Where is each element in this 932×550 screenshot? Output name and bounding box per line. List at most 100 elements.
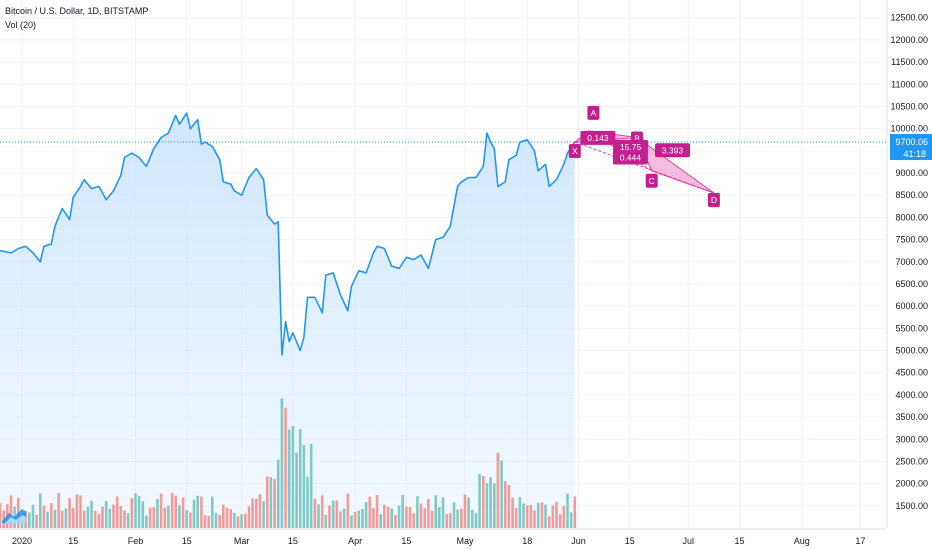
volume-bar [156, 498, 159, 528]
tradingview-logo-icon[interactable] [2, 507, 26, 523]
volume-bar [145, 515, 148, 528]
volume-bar [320, 495, 324, 528]
last-price-tag: 9700.06 41:18 [890, 133, 932, 160]
price-tag-countdown: 41:18 [903, 149, 926, 159]
x-tick-label: Apr [348, 536, 362, 546]
volume-bar [522, 503, 525, 528]
volume-bar [9, 495, 13, 528]
x-tick-label: 17 [855, 536, 865, 546]
volume-bar [229, 509, 232, 528]
x-tick-label: 15 [68, 536, 78, 546]
volume-bar [75, 494, 79, 528]
volume-bar [119, 505, 123, 528]
volume-bar [474, 513, 478, 528]
volume-bar [218, 515, 221, 528]
volume-bar [489, 477, 492, 528]
volume-bar [211, 496, 214, 528]
volume-bar [130, 498, 134, 528]
volume-bar [562, 506, 566, 528]
volume-bar [551, 505, 555, 528]
volume-bar [533, 510, 536, 528]
y-tick-label: 12000.00 [890, 35, 928, 45]
volume-bar [364, 502, 368, 528]
volume-bar [68, 498, 71, 528]
volume-bar [137, 495, 141, 528]
x-tick-label: Mar [234, 536, 250, 546]
volume-bar [152, 506, 156, 528]
volume-bar [266, 476, 269, 528]
volume-bar [298, 429, 302, 528]
volume-bar [540, 502, 544, 528]
volume-bar [291, 426, 295, 528]
volume-bar [379, 514, 383, 528]
volume-bar [328, 505, 331, 528]
volume-bar [280, 398, 284, 528]
volume-bar [361, 509, 364, 528]
volume-bar [427, 498, 430, 528]
volume-bar [357, 510, 361, 528]
volume-bar [240, 514, 243, 528]
y-tick-label: 12500.00 [890, 13, 928, 23]
volume-bar [244, 513, 247, 528]
volume-bar [471, 509, 474, 528]
volume-bar [419, 503, 423, 528]
pattern-point-x-bg [568, 144, 581, 158]
volume-bar [353, 511, 357, 528]
volume-bar [196, 495, 199, 528]
volume-bar [408, 507, 412, 528]
volume-bar [339, 511, 342, 528]
volume-bar [309, 444, 313, 528]
volume-bar [306, 476, 309, 528]
volume-bar [390, 508, 393, 528]
volume-bar [566, 493, 569, 528]
volume-bar [0, 503, 2, 528]
volume-bar [225, 507, 229, 528]
volume-bar [529, 504, 533, 528]
volume-bar [178, 505, 181, 528]
volume-bar [192, 499, 196, 528]
ratio-bd-text: 3.393 [662, 145, 684, 155]
volume-bar [449, 513, 452, 528]
volume-bar [236, 516, 240, 528]
volume-bar [181, 497, 185, 528]
y-tick-label: 10000.00 [890, 124, 928, 134]
volume-bar [255, 498, 258, 528]
volume-bar [350, 515, 353, 528]
y-tick-label: 8500.00 [895, 190, 928, 200]
ratio-xb-text: 0.143 [587, 133, 609, 143]
ratio-xb-bg [580, 130, 616, 145]
volume-bar [525, 505, 529, 528]
volume-bar [31, 504, 35, 528]
volume-bar [214, 512, 218, 528]
price-axis: 1500.00 2000.00 2500.00 3000.00 3500.00 4000.… [886, 0, 928, 528]
y-tick-label: 3500.00 [895, 412, 928, 422]
ratio-xd-text: 0.444 [620, 153, 642, 163]
volume-bar [372, 508, 375, 528]
pattern-point-d-text: D [711, 195, 717, 205]
volume-bar [573, 496, 577, 528]
x-tick-label: 15 [182, 536, 192, 546]
volume-bar [134, 493, 137, 528]
volume-indicator-label[interactable]: Vol (20) [5, 20, 37, 30]
volume-bar [482, 476, 485, 528]
volume-bar [60, 510, 64, 528]
symbol-title[interactable]: Bitcoin / U.S. Dollar, 1D, BITSTAMP [5, 6, 149, 16]
volume-bar [258, 494, 262, 528]
volume-bar [163, 507, 167, 528]
volume-bar [174, 495, 177, 528]
volume-bar [452, 502, 456, 528]
volume-bar [222, 504, 225, 528]
volume-bar [82, 510, 86, 528]
x-tick-label: Aug [794, 536, 810, 546]
y-tick-label: 10500.00 [890, 101, 928, 111]
volume-bar [547, 516, 551, 528]
volume-bar [101, 506, 104, 528]
volume-bar [496, 452, 500, 528]
y-tick-label: 2000.00 [895, 479, 928, 489]
volume-bar [441, 497, 445, 528]
volume-bar [536, 502, 540, 528]
volume-bar [569, 512, 573, 528]
volume-bar [57, 493, 60, 528]
harmonic-pattern: X A B C D 0.143 15.75 3.393 0.444 [568, 105, 720, 207]
